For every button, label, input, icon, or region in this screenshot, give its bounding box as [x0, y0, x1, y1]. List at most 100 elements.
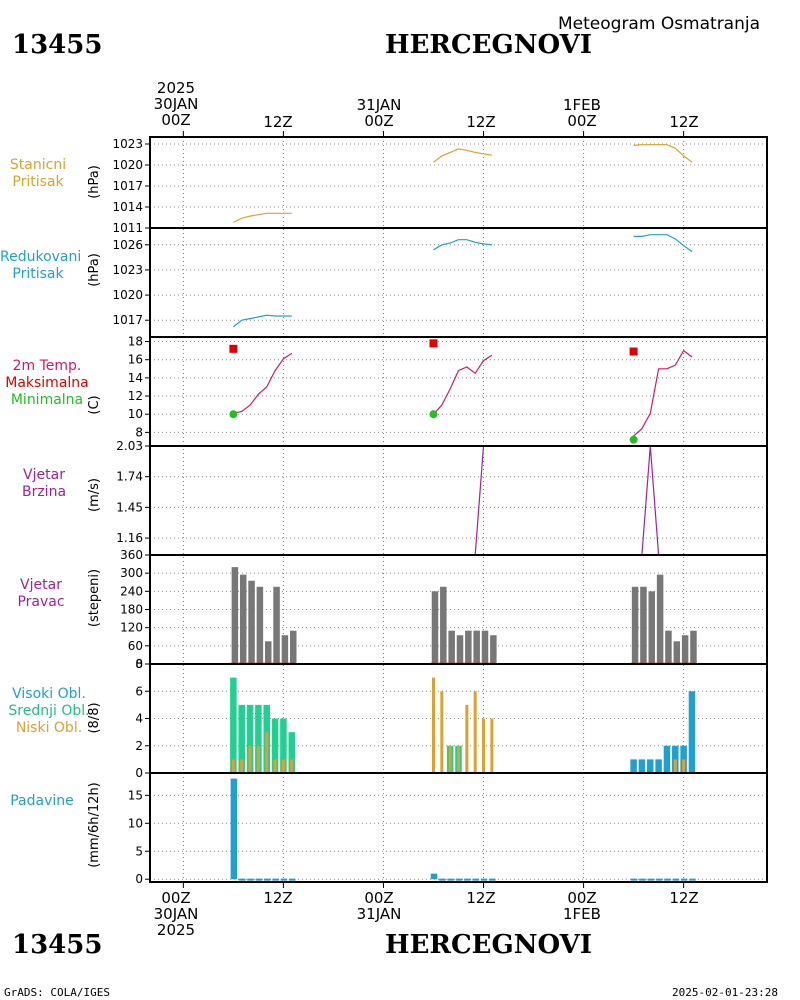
- wind-direction-bar: [490, 635, 497, 664]
- unit-label-redpressure: (hPa): [87, 253, 102, 287]
- cloud-bar-niski: [257, 746, 260, 773]
- wind-direction-bar: [457, 635, 464, 664]
- time-label-bottom-1feb-00z: 00Z 1FEB: [551, 890, 613, 922]
- wind-direction-bar: [665, 631, 672, 664]
- precip-bar: [689, 879, 696, 881]
- wind-direction-bar: [448, 631, 455, 664]
- precip-bar: [639, 879, 646, 881]
- unit-label-cloud: (8/8): [87, 702, 102, 733]
- cloud-bar-niski: [474, 691, 477, 773]
- time-label-bottom-31jan-00z: 00Z 31JAN: [348, 890, 410, 922]
- precip-bar: [289, 879, 296, 881]
- tick-label-temp: 8: [135, 425, 143, 439]
- precip-bar: [281, 879, 288, 881]
- tick-label-temp: 16: [128, 353, 143, 367]
- tick-label-temp: 14: [128, 371, 143, 385]
- tick-label-redpressure: 1026: [112, 238, 143, 252]
- wind-direction-bar: [657, 575, 664, 664]
- unit-label-wspeed: (m/s): [87, 478, 102, 512]
- cloud-bar-niski: [274, 759, 277, 773]
- cloud-bar-niski: [440, 691, 443, 773]
- panel-frame-wspeed: [150, 446, 767, 555]
- tick-label-cloud: 6: [135, 684, 143, 698]
- cloud-bar-niski: [290, 759, 293, 773]
- panel-frame-temp: [150, 337, 767, 446]
- cloud-bar-niski: [240, 759, 243, 773]
- tick-label-wdir: 300: [120, 566, 143, 580]
- footer-credit: GrADS: COLA/IGES: [4, 986, 110, 999]
- tick-label-wspeed: 1.74: [116, 470, 143, 484]
- tick-label-wdir: 60: [128, 639, 143, 653]
- cloud-bar-niski: [674, 759, 677, 773]
- precip-bar: [431, 874, 438, 880]
- tick-label-precip: 15: [128, 788, 143, 802]
- series-line-wspeed: [434, 446, 492, 555]
- wind-direction-bar: [282, 635, 289, 664]
- wind-direction-bar: [482, 631, 489, 664]
- time-label-bottom-1feb-12z: 12Z: [664, 890, 704, 906]
- cloud-bar-srednji: [230, 678, 237, 773]
- series-line-temp: [233, 353, 291, 413]
- tick-label-redpressure: 1020: [112, 288, 143, 302]
- precip-bar: [456, 879, 463, 881]
- tick-label-redpressure: 1017: [112, 313, 143, 327]
- wind-direction-bar: [290, 631, 297, 664]
- wind-direction-bar: [649, 591, 656, 664]
- tick-label-wdir: 120: [120, 621, 143, 635]
- precip-bar: [464, 879, 471, 881]
- cloud-bar-niski: [449, 746, 452, 773]
- series-line-wspeed: [634, 446, 692, 555]
- tick-label-wdir: 180: [120, 603, 143, 617]
- precip-bar: [256, 879, 263, 881]
- panel-frame-pressure: [150, 137, 767, 228]
- wind-direction-bar: [682, 635, 689, 664]
- precip-bar: [481, 879, 488, 881]
- tick-label-redpressure: 1023: [112, 263, 143, 277]
- wind-direction-bar: [465, 631, 472, 664]
- wind-direction-bar: [273, 587, 280, 664]
- precip-bar: [664, 879, 671, 881]
- cloud-bar-niski: [490, 719, 493, 774]
- precip-bar: [231, 779, 238, 880]
- wind-direction-bar: [632, 587, 639, 664]
- cloud-bar-niski: [282, 759, 285, 773]
- cloud-bar-visoki: [639, 759, 646, 773]
- unit-label-pressure: (hPa): [87, 165, 102, 199]
- tick-label-temp: 12: [128, 389, 143, 403]
- precip-bar: [472, 879, 479, 881]
- tick-label-temp: 18: [128, 335, 143, 349]
- min-temp-marker: [429, 410, 437, 418]
- precip-bar: [447, 879, 454, 881]
- unit-label-temp: (C): [87, 395, 102, 414]
- wind-direction-bar: [232, 567, 239, 664]
- precip-bar: [656, 879, 663, 881]
- station-name-bottom: HERCEGNOVI: [385, 930, 592, 960]
- cloud-bar-niski: [265, 732, 268, 773]
- cloud-bar-niski: [232, 759, 235, 773]
- tick-label-temp: 10: [128, 407, 143, 421]
- time-label-bottom-30jan-00z: 00Z 30JAN 2025: [145, 890, 207, 938]
- precip-bar: [489, 879, 496, 881]
- cloud-bar-visoki: [630, 759, 637, 773]
- precip-bar: [247, 879, 254, 881]
- station-id-bottom: 13455: [12, 930, 102, 960]
- cloud-bar-niski: [682, 759, 685, 773]
- wind-direction-bar: [674, 641, 681, 664]
- mark-layer: [229, 145, 696, 881]
- precip-bar: [239, 879, 246, 881]
- tick-label-pressure: 1023: [112, 137, 143, 151]
- cloud-bar-niski: [482, 719, 485, 774]
- max-temp-marker: [229, 345, 237, 353]
- tick-label-precip: 10: [128, 816, 143, 830]
- tick-label-cloud: 4: [135, 712, 143, 726]
- tick-label-pressure: 1017: [112, 179, 143, 193]
- wind-direction-bar: [257, 587, 264, 664]
- panel-frame-precip: [150, 773, 767, 882]
- tick-label-pressure: 1020: [112, 158, 143, 172]
- max-temp-marker: [630, 348, 638, 356]
- tick-label-cloud: 2: [135, 739, 143, 753]
- tick-label-precip: 0: [135, 872, 143, 886]
- cloud-bar-niski: [465, 705, 468, 773]
- tick-label-wspeed: 1.45: [116, 500, 143, 514]
- tick-label-pressure: 1011: [112, 221, 143, 235]
